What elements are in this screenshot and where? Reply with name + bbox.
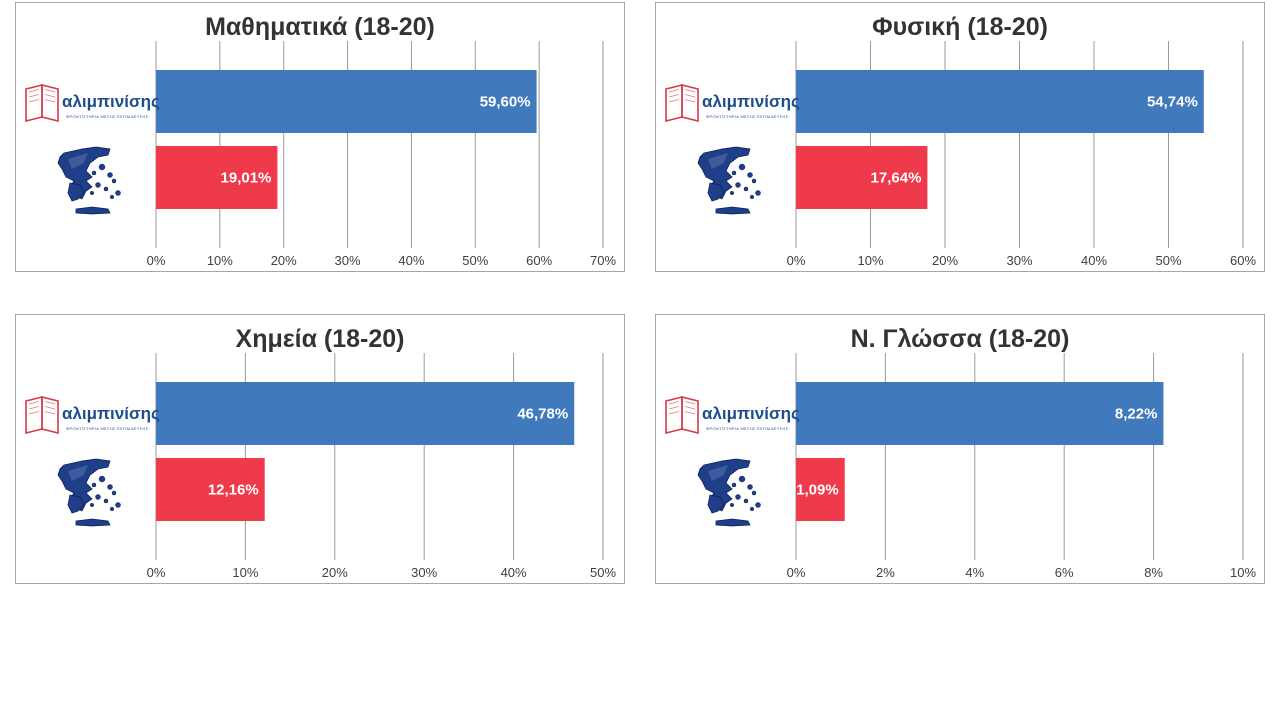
x-tick-label: 30% <box>411 565 437 580</box>
bar-alimpinisis <box>156 382 575 445</box>
bar-value-label: 19,01% <box>221 170 272 187</box>
x-tick-label: 20% <box>271 253 297 268</box>
bar-greece-national <box>796 458 845 521</box>
chart-panel-chemistry: Χημεία (18-20) 0% 10% 20% 30% 40% 50% 46,78% 12… <box>15 314 625 584</box>
alimpinisis-logo: αλιμπινίσης ΦΡΟΝΤΙΣΤΗΡΙΑ ΜΕΣΗΣ ΕΚΠΑΙΔΕΥΣΗ… <box>25 395 160 435</box>
logo-name: αλιμπινίσης <box>62 92 160 111</box>
greece-map-icon <box>57 146 121 215</box>
x-tick-label: 0% <box>147 253 166 268</box>
x-tick-label: 40% <box>398 253 424 268</box>
x-tick-label: 30% <box>335 253 361 268</box>
bar-value-label: 8,22% <box>1115 406 1158 423</box>
bar-value-label: 12,16% <box>208 482 259 499</box>
x-tick-label: 0% <box>787 565 806 580</box>
logo-tagline: ΦΡΟΝΤΙΣΤΗΡΙΑ ΜΕΣΗΣ ΕΚΠΑΙΔΕΥΣΗΣ <box>706 114 789 119</box>
x-tick-label: 8% <box>1144 565 1163 580</box>
x-tick-label: 0% <box>787 253 806 268</box>
chart-title: Ν. Γλώσσα (18-20) <box>850 325 1070 353</box>
x-tick-label: 40% <box>501 565 527 580</box>
bar-value-label: 46,78% <box>517 406 568 423</box>
greece-map-icon <box>697 146 761 215</box>
chart-title: Χημεία (18-20) <box>235 325 405 353</box>
bar-alimpinisis <box>796 70 1204 133</box>
book-icon <box>665 83 699 123</box>
greece-map-icon <box>697 458 761 527</box>
chart-title: Φυσική (18-20) <box>872 13 1048 41</box>
x-tick-label: 50% <box>1155 253 1181 268</box>
chart-plot-mathematics: 0% 10% 20% 30% 40% 50% 60% 70% 59,60% 19,01% αλιμπ… <box>25 41 616 268</box>
chart-title: Μαθηματικά (18-20) <box>205 13 435 41</box>
bar-value-label: 1,09% <box>796 482 839 499</box>
logo-tagline: ΦΡΟΝΤΙΣΤΗΡΙΑ ΜΕΣΗΣ ΕΚΠΑΙΔΕΥΣΗΣ <box>66 426 149 431</box>
x-tick-label: 60% <box>1230 253 1256 268</box>
chart-panel-physics: Φυσική (18-20) 0% 10% 20% 30% 40% 50% 60% 54,74… <box>655 2 1265 272</box>
x-tick-label: 60% <box>526 253 552 268</box>
x-tick-label: 20% <box>932 253 958 268</box>
bar-greece-national <box>156 146 278 209</box>
logo-name: αλιμπινίσης <box>62 404 160 423</box>
x-tick-label: 2% <box>876 565 895 580</box>
bar-value-label: 59,60% <box>480 94 531 111</box>
x-tick-label: 0% <box>147 565 166 580</box>
greece-map-icon <box>57 458 121 527</box>
chart-plot-modern-greek: 0% 2% 4% 6% 8% 10% 8,22% 1,09% αλιμπινίσης ΦΡΟΝΤΙ… <box>665 353 1256 580</box>
x-tick-label: 10% <box>1230 565 1256 580</box>
bar-alimpinisis <box>156 70 537 133</box>
x-tick-label: 10% <box>232 565 258 580</box>
chart-panel-modern-greek: Ν. Γλώσσα (18-20) 0% 2% 4% 6% 8% 10% 8,22% 1,09… <box>655 314 1265 584</box>
logo-tagline: ΦΡΟΝΤΙΣΤΗΡΙΑ ΜΕΣΗΣ ΕΚΠΑΙΔΕΥΣΗΣ <box>66 114 149 119</box>
logo-name: αλιμπινίσης <box>702 92 800 111</box>
chart-panel-mathematics: Μαθηματικά (18-20) 0% 10% 20% 30% 40% 50% 60% 7… <box>15 2 625 272</box>
alimpinisis-logo: αλιμπινίσης ΦΡΟΝΤΙΣΤΗΡΙΑ ΜΕΣΗΣ ΕΚΠΑΙΔΕΥΣΗ… <box>665 83 800 123</box>
x-tick-label: 10% <box>207 253 233 268</box>
book-icon <box>665 395 699 435</box>
x-tick-label: 30% <box>1006 253 1032 268</box>
logo-tagline: ΦΡΟΝΤΙΣΤΗΡΙΑ ΜΕΣΗΣ ΕΚΠΑΙΔΕΥΣΗΣ <box>706 426 789 431</box>
x-tick-label: 40% <box>1081 253 1107 268</box>
x-tick-label: 50% <box>462 253 488 268</box>
alimpinisis-logo: αλιμπινίσης ΦΡΟΝΤΙΣΤΗΡΙΑ ΜΕΣΗΣ ΕΚΠΑΙΔΕΥΣΗ… <box>25 83 160 123</box>
book-icon <box>25 395 59 435</box>
bar-greece-national <box>156 458 265 521</box>
logo-name: αλιμπινίσης <box>702 404 800 423</box>
bar-value-label: 17,64% <box>871 170 922 187</box>
x-tick-label: 50% <box>590 565 616 580</box>
chart-plot-physics: 0% 10% 20% 30% 40% 50% 60% 54,74% 17,64% αλιμπινί… <box>665 41 1256 268</box>
bar-alimpinisis <box>796 382 1164 445</box>
alimpinisis-logo: αλιμπινίσης ΦΡΟΝΤΙΣΤΗΡΙΑ ΜΕΣΗΣ ΕΚΠΑΙΔΕΥΣΗ… <box>665 395 800 435</box>
bar-value-label: 54,74% <box>1147 94 1198 111</box>
x-tick-label: 10% <box>857 253 883 268</box>
x-tick-label: 6% <box>1055 565 1074 580</box>
x-tick-label: 20% <box>322 565 348 580</box>
book-icon <box>25 83 59 123</box>
x-tick-label: 4% <box>965 565 984 580</box>
x-tick-label: 70% <box>590 253 616 268</box>
chart-plot-chemistry: 0% 10% 20% 30% 40% 50% 46,78% 12,16% αλιμπινίσης… <box>25 353 616 580</box>
bar-greece-national <box>796 146 928 209</box>
